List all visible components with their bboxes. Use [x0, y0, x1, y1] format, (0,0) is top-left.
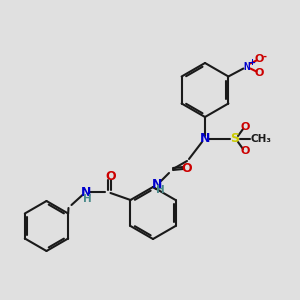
Text: O: O — [240, 122, 250, 132]
Text: O: O — [255, 68, 264, 77]
Text: N: N — [152, 178, 162, 190]
Text: O: O — [105, 169, 116, 182]
Text: S: S — [230, 133, 239, 146]
Text: H: H — [83, 194, 92, 204]
Text: H: H — [156, 185, 164, 195]
Text: -: - — [262, 52, 266, 61]
Text: O: O — [255, 53, 264, 64]
Text: CH₃: CH₃ — [250, 134, 272, 144]
Text: +: + — [248, 58, 255, 67]
Text: N: N — [200, 133, 210, 146]
Text: N: N — [81, 185, 92, 199]
Text: N: N — [243, 61, 250, 71]
Text: O: O — [240, 146, 250, 156]
Text: O: O — [182, 161, 192, 175]
